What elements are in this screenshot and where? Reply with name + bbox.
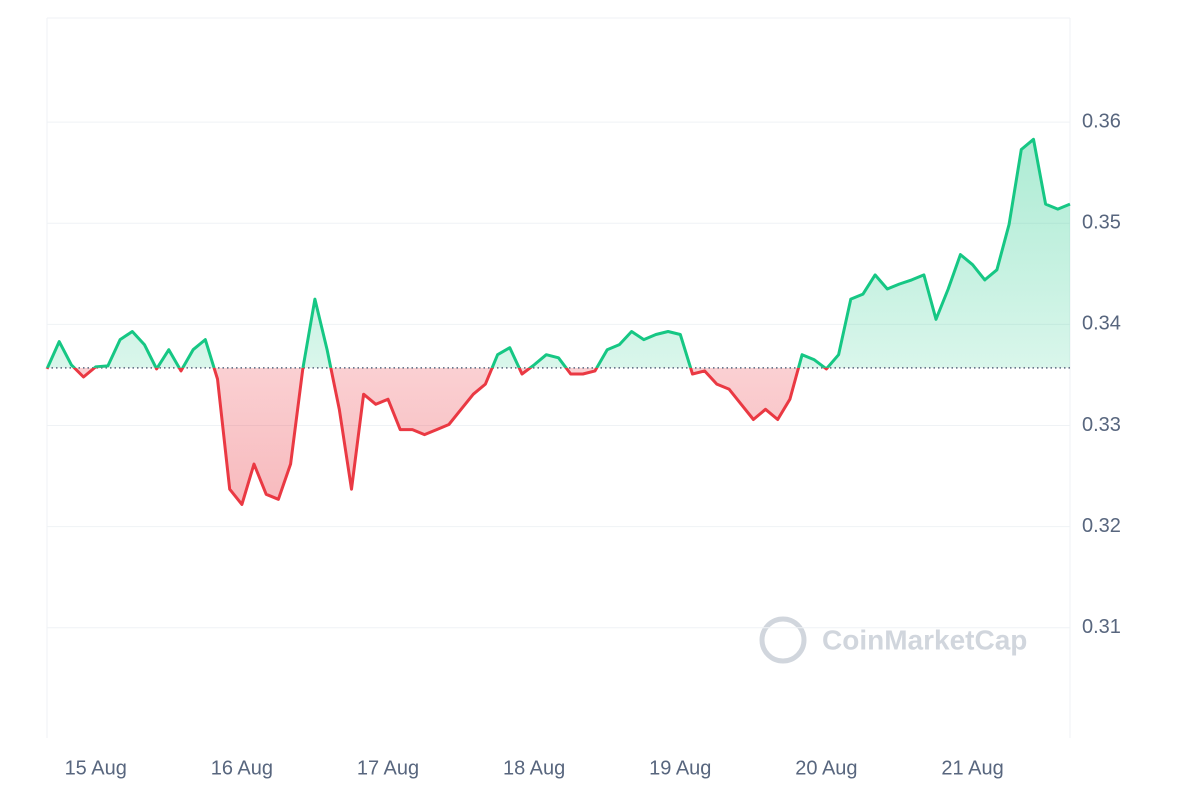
- area-up: [47, 139, 1070, 368]
- x-tick-label: 16 Aug: [211, 757, 273, 779]
- area-down: [47, 367, 1070, 505]
- watermark-text: CoinMarketCap: [822, 624, 1027, 655]
- x-tick-label: 20 Aug: [795, 757, 857, 779]
- x-tick-label: 19 Aug: [649, 757, 711, 779]
- y-tick-label: 0.36: [1082, 110, 1121, 132]
- watermark: CoinMarketCap: [759, 616, 1027, 664]
- y-tick-label: 0.34: [1082, 313, 1121, 335]
- x-tick-label: 15 Aug: [65, 757, 127, 779]
- y-tick-label: 0.32: [1082, 515, 1121, 537]
- x-tick-label: 21 Aug: [941, 757, 1003, 779]
- y-tick-label: 0.35: [1082, 212, 1121, 234]
- line-up: [45, 137, 1071, 368]
- x-tick-label: 17 Aug: [357, 757, 419, 779]
- watermark-logo: [759, 616, 807, 664]
- x-tick-label: 18 Aug: [503, 757, 565, 779]
- y-tick-label: 0.31: [1082, 616, 1121, 638]
- line-down: [45, 367, 830, 506]
- y-tick-label: 0.33: [1082, 414, 1121, 436]
